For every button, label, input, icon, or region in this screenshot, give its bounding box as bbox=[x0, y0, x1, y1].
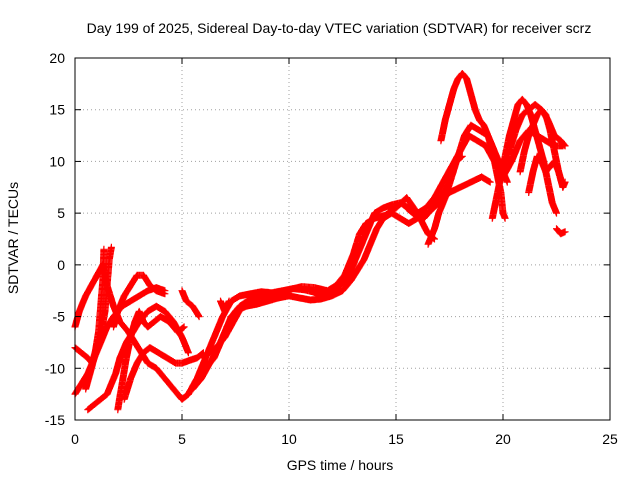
series-track-13 bbox=[178, 287, 203, 321]
grid-lines bbox=[75, 58, 610, 420]
y-tick-label: -10 bbox=[45, 360, 65, 376]
x-tick-label: 20 bbox=[495, 431, 511, 447]
x-tick-label: 25 bbox=[602, 431, 618, 447]
series-track-7 bbox=[110, 271, 169, 331]
series-track-4 bbox=[82, 245, 108, 393]
chart-title: Day 199 of 2025, Sidereal Day-to-day VTE… bbox=[87, 20, 592, 36]
y-tick-label: 10 bbox=[49, 153, 65, 169]
x-tick-label: 5 bbox=[178, 431, 186, 447]
plot-frame bbox=[74, 57, 611, 421]
y-tick-label: 5 bbox=[57, 205, 65, 221]
y-tick-label: -15 bbox=[45, 412, 65, 428]
series-track-14 bbox=[217, 297, 233, 315]
y-tick-label: 20 bbox=[49, 50, 65, 66]
series-track-12 bbox=[199, 295, 263, 362]
y-axis-ticks: -15 -10 -5 0 5 10 15 20 bbox=[45, 50, 610, 428]
data-series bbox=[71, 70, 569, 414]
y-tick-label: -5 bbox=[53, 309, 66, 325]
series-track-9 bbox=[184, 126, 567, 398]
y-axis-label: SDTVAR / TECUs bbox=[5, 182, 21, 294]
x-axis-label: GPS time / hours bbox=[287, 457, 394, 473]
series-track-22 bbox=[553, 225, 569, 238]
series-track-6 bbox=[114, 307, 188, 414]
series-track-8 bbox=[120, 344, 207, 403]
series-track-21 bbox=[525, 152, 567, 196]
x-tick-label: 15 bbox=[388, 431, 404, 447]
y-tick-label: 0 bbox=[57, 257, 65, 273]
y-tick-label: 15 bbox=[49, 102, 65, 118]
x-tick-label: 10 bbox=[281, 431, 297, 447]
x-axis-ticks: 0 5 10 15 20 25 bbox=[71, 58, 618, 447]
series-track-17 bbox=[437, 70, 509, 222]
x-tick-label: 0 bbox=[71, 431, 79, 447]
